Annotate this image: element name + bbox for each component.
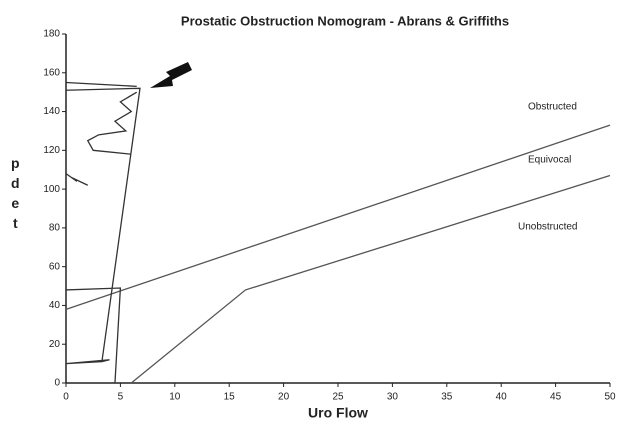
y-tick-label: 180: [43, 29, 60, 40]
y-tick-label: 0: [54, 378, 60, 389]
x-tick-label: 45: [550, 392, 562, 403]
annotation: Unobstructed: [518, 222, 577, 233]
y-tick-label: 100: [43, 184, 60, 195]
x-tick-label: 50: [604, 392, 616, 403]
x-tick-label: 5: [118, 392, 124, 403]
y-tick-label: 160: [43, 67, 60, 78]
annotation: Equivocal: [528, 155, 571, 166]
chart-title: Prostatic Obstruction Nomogram - Abrans …: [181, 13, 509, 28]
x-tick-label: 40: [496, 392, 508, 403]
y-tick-label: 80: [49, 223, 61, 234]
y-tick-label: 140: [43, 106, 60, 117]
x-tick-label: 35: [441, 392, 453, 403]
x-tick-label: 30: [387, 392, 399, 403]
y-tick-label: 40: [49, 300, 61, 311]
y-tick-label: 120: [43, 145, 60, 156]
y-tick-label: 60: [49, 261, 61, 272]
y-tick-label: 20: [49, 339, 61, 350]
x-axis-label: Uro Flow: [308, 405, 368, 421]
line-series: [65, 124, 611, 310]
y-axis-label: pdet: [7, 155, 23, 235]
line-series: [65, 81, 141, 384]
x-tick-label: 20: [278, 392, 290, 403]
arrow: [150, 62, 192, 88]
x-tick-label: 15: [224, 392, 236, 403]
annotation: Obstructed: [528, 102, 577, 113]
x-tick-label: 25: [332, 392, 344, 403]
line-series: [130, 174, 611, 384]
x-tick-label: 10: [169, 392, 181, 403]
x-tick-label: 0: [63, 392, 69, 403]
